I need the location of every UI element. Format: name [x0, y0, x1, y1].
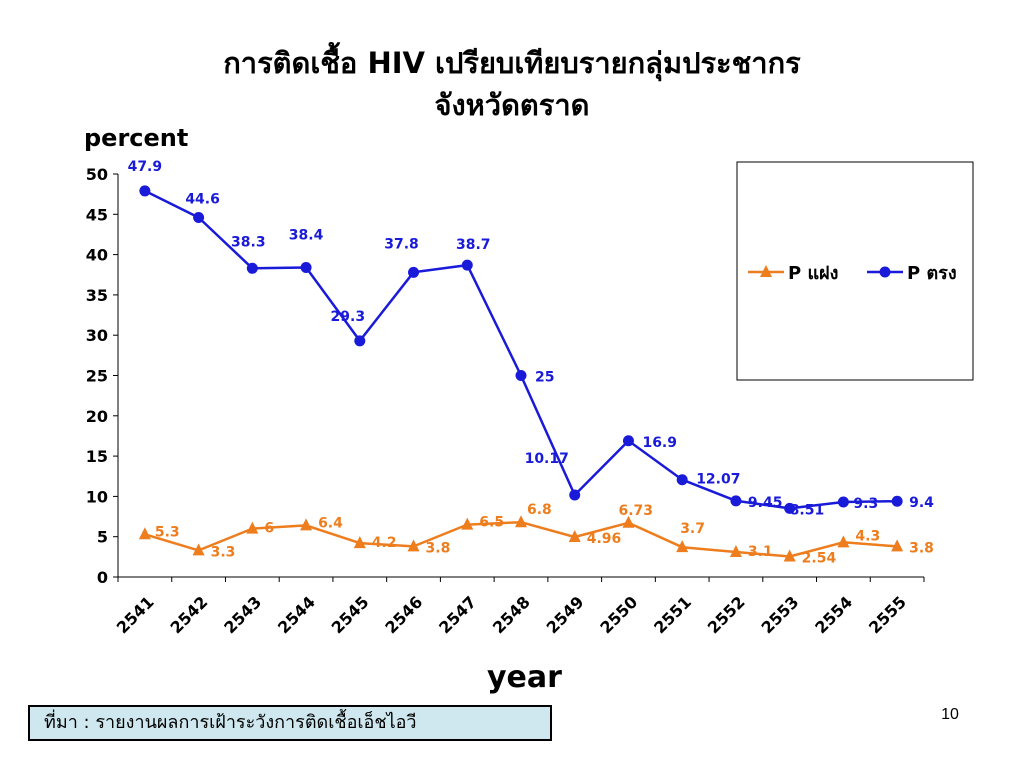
data-point-circle: [837, 496, 849, 508]
x-tick-label: 2549: [543, 592, 588, 637]
y-tick-label: 20: [86, 407, 108, 426]
data-point-triangle: [353, 536, 366, 549]
x-tick-label: 2552: [704, 592, 749, 637]
data-label: 10.17: [525, 451, 569, 467]
legend-label: P ตรง: [907, 263, 957, 284]
data-label: 3.1: [748, 544, 773, 560]
y-axis-label: percent: [84, 124, 189, 152]
y-tick-label: 15: [86, 447, 108, 466]
data-label: 6.5: [479, 515, 504, 531]
data-point-triangle: [676, 540, 689, 553]
legend-label: P แฝง: [788, 263, 838, 284]
data-point-triangle: [461, 517, 474, 530]
legend-marker-triangle: [760, 265, 772, 277]
data-point-circle: [569, 489, 581, 501]
x-tick-label: 2546: [381, 592, 426, 637]
data-label: 9.3: [853, 496, 878, 512]
data-point-circle: [300, 261, 312, 273]
data-point-triangle: [622, 515, 635, 528]
chart-title-line-2: จังหวัดตราด: [434, 88, 590, 122]
y-tick-label: 50: [86, 165, 108, 184]
data-point-circle: [891, 495, 903, 507]
legend-marker-circle: [879, 266, 891, 278]
data-point-triangle: [192, 543, 205, 556]
data-label: 2.54: [802, 551, 837, 567]
x-tick-label: 2554: [811, 592, 856, 637]
page-number: 10: [941, 706, 959, 723]
x-tick-label: 2553: [758, 592, 803, 637]
data-point-circle: [354, 335, 366, 347]
data-label: 29.3: [331, 309, 366, 325]
x-tick-label: 2548: [489, 592, 534, 637]
x-tick-label: 2547: [435, 592, 480, 637]
data-label: 9.45: [748, 495, 783, 511]
data-label: 5.3: [155, 524, 180, 540]
data-point-triangle: [515, 515, 527, 528]
data-label: 6: [264, 521, 274, 537]
y-tick-label: 30: [86, 326, 108, 345]
data-label: 9.4: [909, 495, 934, 511]
data-label: 4.3: [855, 528, 880, 544]
y-tick-label: 25: [86, 367, 108, 386]
data-point-circle: [139, 185, 151, 197]
data-point-circle: [784, 502, 796, 514]
data-label: 6.8: [527, 502, 552, 518]
chart-title-line-1: การติดเชื้อ HIV เปรียบเทียบรายกลุ่มประชา…: [223, 46, 801, 80]
data-label: 4.96: [587, 531, 622, 547]
data-label: 6.73: [618, 503, 653, 519]
data-point-triangle: [729, 545, 742, 558]
data-point-circle: [246, 262, 258, 274]
data-point-circle: [193, 212, 205, 224]
y-tick-label: 5: [97, 528, 108, 547]
y-tick-label: 10: [86, 487, 108, 506]
x-tick-label: 2545: [328, 592, 373, 637]
data-label: 38.4: [289, 227, 324, 243]
data-point-circle: [461, 259, 473, 271]
data-label: 38.7: [456, 237, 491, 253]
data-label: 3.8: [909, 540, 934, 556]
data-label: 8.51: [790, 502, 825, 518]
data-label: 47.9: [128, 159, 163, 175]
data-point-circle: [515, 370, 527, 381]
data-label: 12.07: [696, 472, 740, 488]
data-point-circle: [408, 266, 420, 278]
x-tick-label: 2541: [113, 592, 158, 637]
data-label: 3.8: [426, 540, 451, 556]
data-label: 25: [535, 370, 554, 386]
data-label: 3.3: [211, 544, 236, 560]
x-tick-label: 2543: [220, 592, 265, 637]
data-point-circle: [622, 435, 634, 447]
data-label: 3.7: [680, 521, 705, 537]
y-tick-label: 0: [97, 568, 108, 587]
y-tick-label: 40: [86, 246, 108, 265]
data-point-triangle: [407, 539, 420, 552]
data-point-circle: [730, 495, 742, 507]
data-point-triangle: [138, 527, 151, 540]
x-tick-label: 2551: [650, 592, 695, 637]
data-label: 37.8: [384, 236, 419, 252]
data-point-circle: [676, 474, 688, 486]
y-tick-label: 35: [86, 286, 108, 305]
x-tick-label: 2555: [865, 592, 910, 637]
data-label: 16.9: [642, 435, 677, 451]
data-point-triangle: [300, 518, 313, 531]
data-point-triangle: [246, 521, 259, 534]
data-label: 4.2: [372, 535, 397, 551]
data-point-triangle: [783, 549, 796, 562]
x-tick-label: 2544: [274, 592, 319, 637]
x-tick-label: 2542: [167, 592, 212, 637]
data-point-triangle: [891, 539, 904, 552]
data-point-triangle: [837, 535, 850, 548]
data-label: 38.3: [231, 234, 266, 250]
data-label: 44.6: [185, 192, 220, 208]
series-line-0: [144, 520, 898, 558]
source-note: ที่มา : รายงานผลการเฝ้าระวังการติดเชื้อเ…: [28, 705, 552, 741]
x-axis-label: year: [487, 660, 562, 695]
data-point-triangle: [568, 530, 581, 543]
data-label: 6.4: [318, 515, 343, 531]
x-tick-label: 2550: [596, 592, 641, 637]
y-tick-label: 45: [86, 205, 108, 224]
